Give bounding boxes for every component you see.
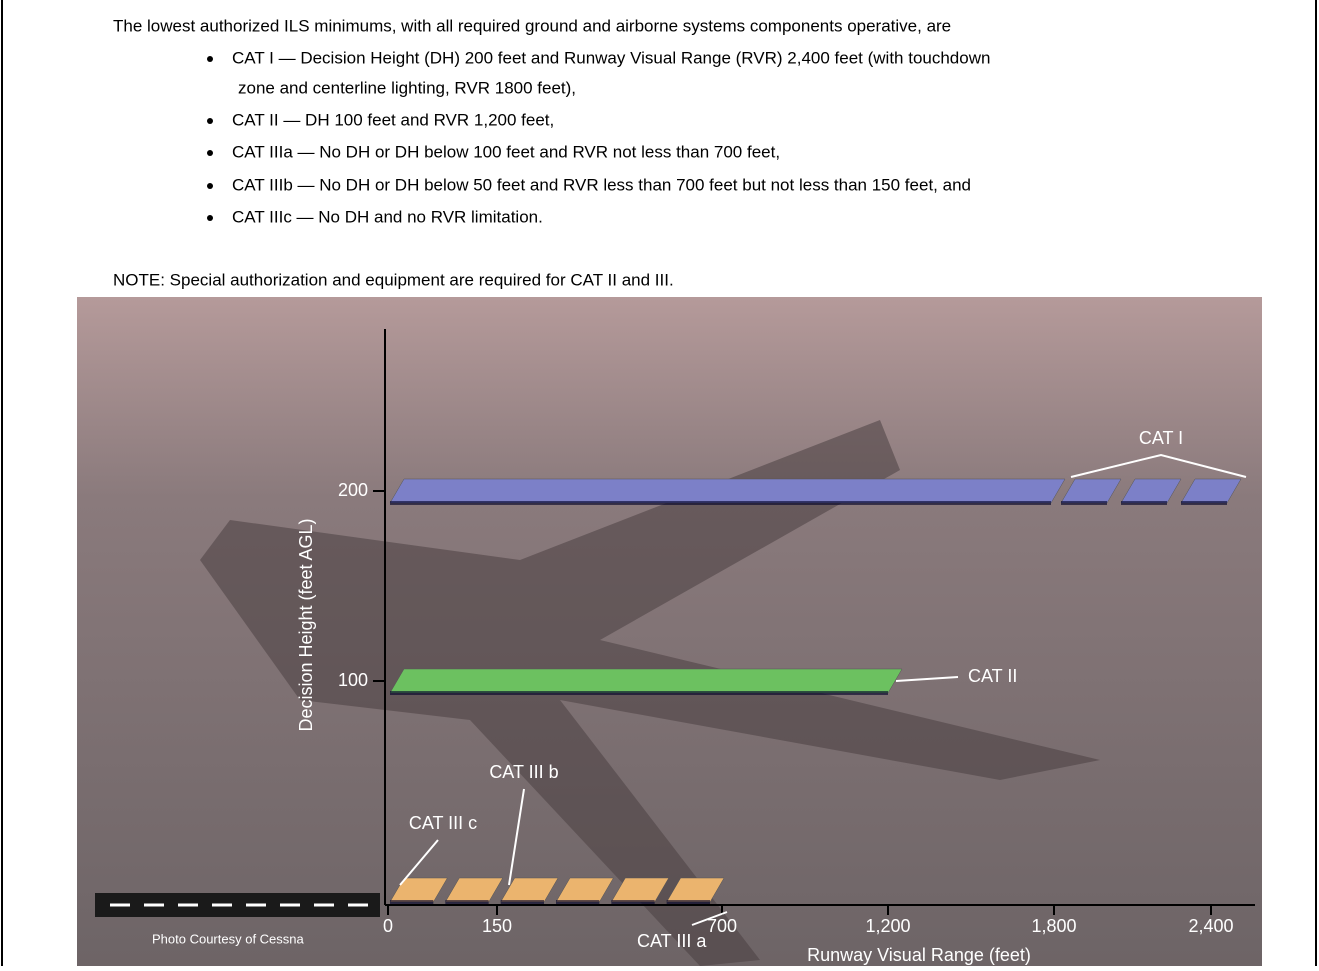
bullet-dot [207, 56, 213, 62]
x-tick-label: 150 [482, 916, 512, 936]
bullet-dot [207, 118, 213, 124]
leader [691, 911, 728, 926]
y-tick-label: 200 [338, 480, 368, 500]
bar-label: CAT III a [637, 931, 707, 951]
leader [1070, 453, 1247, 478]
bullet-dot [207, 183, 213, 189]
leader [895, 676, 959, 682]
photo-credit: Photo Courtesy of Cessna [152, 931, 305, 946]
x-axis-label: Runway Visual Range (feet) [807, 945, 1031, 965]
bar-label: CAT II [968, 666, 1017, 686]
leader [399, 839, 439, 886]
bullet-dot [207, 215, 213, 221]
x-tick-label: 1,800 [1031, 916, 1076, 936]
x-tick-label: 2,400 [1188, 916, 1233, 936]
note: NOTE: Special authorization and equipmen… [113, 270, 674, 289]
bar [389, 668, 903, 694]
x-tick-label: 1,200 [865, 916, 910, 936]
bullet-dot [207, 150, 213, 156]
bullet-text: zone and centerline lighting, RVR 1800 f… [238, 78, 576, 97]
bullet-text: CAT IIIb — No DH or DH below 50 feet and… [232, 175, 971, 194]
bar-label: CAT I [1139, 428, 1183, 448]
bullet-text: CAT II — DH 100 feet and RVR 1,200 feet, [232, 110, 554, 129]
leader [508, 788, 525, 886]
intro: The lowest authorized ILS minimums, with… [113, 16, 951, 35]
bar [389, 478, 1066, 504]
x-tick-label: 0 [383, 916, 393, 936]
bullet-text: CAT I — Decision Height (DH) 200 feet an… [232, 48, 990, 67]
y-axis-label: Decision Height (feet AGL) [296, 518, 316, 731]
x-tick-label: 700 [707, 916, 737, 936]
y-tick-label: 100 [338, 670, 368, 690]
annotation: CAT III b [489, 762, 558, 782]
runway [95, 893, 380, 917]
annotation: CAT III c [409, 813, 477, 833]
bullet-text: CAT IIIc — No DH and no RVR limitation. [232, 207, 543, 226]
bullet-text: CAT IIIa — No DH or DH below 100 feet an… [232, 142, 780, 161]
